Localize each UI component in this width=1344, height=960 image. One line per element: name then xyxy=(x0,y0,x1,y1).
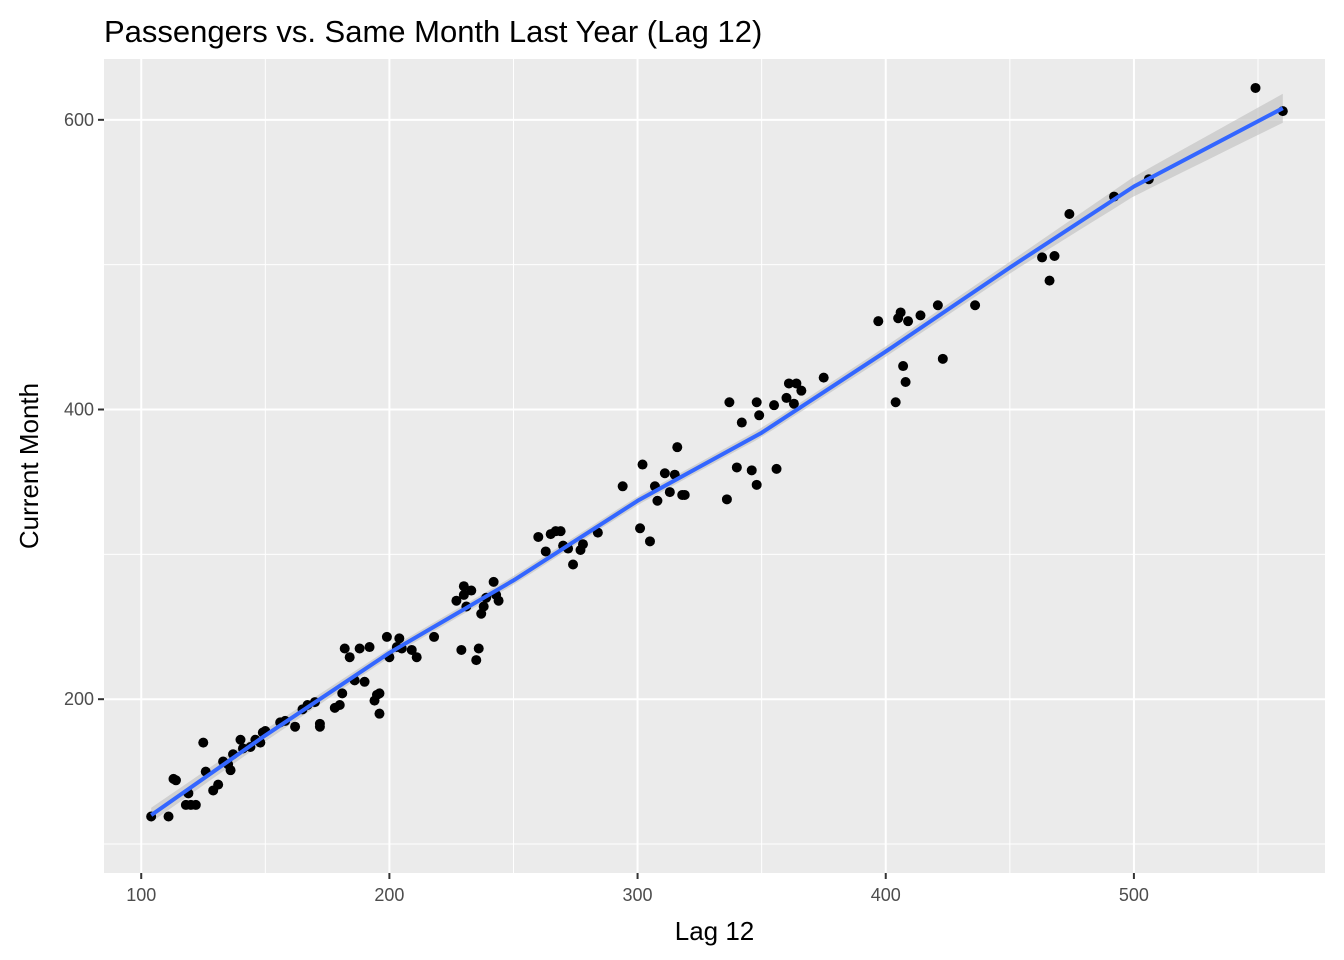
data-point xyxy=(754,410,765,421)
data-point xyxy=(411,652,422,663)
data-point xyxy=(783,378,794,389)
data-point xyxy=(466,585,477,596)
data-point xyxy=(781,392,792,403)
y-tick-label: 600 xyxy=(64,110,94,130)
data-point xyxy=(364,642,375,653)
x-tick-label: 400 xyxy=(871,885,901,905)
data-point xyxy=(478,601,489,612)
x-tick-label: 100 xyxy=(126,885,156,905)
data-point xyxy=(359,676,370,687)
data-point xyxy=(374,708,385,719)
data-point xyxy=(900,376,911,387)
data-point xyxy=(932,300,943,311)
data-point xyxy=(493,595,504,606)
trend-line xyxy=(150,106,1284,817)
data-point xyxy=(915,310,926,321)
data-point xyxy=(290,721,301,732)
data-point xyxy=(1044,275,1055,286)
data-point xyxy=(471,655,482,666)
data-point xyxy=(635,523,646,534)
data-point xyxy=(473,643,484,654)
data-point xyxy=(751,479,762,490)
data-point xyxy=(769,400,780,411)
y-axis-ticks: 200 400 600 xyxy=(64,110,104,709)
data-point xyxy=(721,494,732,505)
data-point xyxy=(337,688,348,699)
data-point xyxy=(163,811,174,822)
data-point xyxy=(890,397,901,408)
data-point xyxy=(903,316,914,327)
data-point xyxy=(771,463,782,474)
data-point xyxy=(394,633,405,644)
x-axis-title: Lag 12 xyxy=(675,916,755,946)
data-point xyxy=(344,652,355,663)
data-point xyxy=(751,397,762,408)
data-point xyxy=(381,631,392,642)
data-point xyxy=(1049,250,1060,261)
data-point xyxy=(190,799,201,810)
data-point xyxy=(374,688,385,699)
data-point xyxy=(679,489,690,500)
data-point xyxy=(672,442,683,453)
data-point xyxy=(644,536,655,547)
data-point xyxy=(456,644,467,655)
data-point xyxy=(198,737,209,748)
data-point xyxy=(970,300,981,311)
data-point xyxy=(577,539,588,550)
data-point xyxy=(533,531,544,542)
data-point xyxy=(637,459,648,470)
data-point xyxy=(451,595,462,606)
data-point xyxy=(339,643,350,654)
data-point xyxy=(213,779,224,790)
data-point xyxy=(895,307,906,318)
major-gridlines xyxy=(104,59,1325,873)
data-point xyxy=(170,775,181,786)
data-point xyxy=(736,417,747,428)
data-point xyxy=(937,353,948,364)
chart-title: Passengers vs. Same Month Last Year (Lag… xyxy=(104,14,762,49)
data-point xyxy=(458,589,469,600)
data-point xyxy=(873,316,884,327)
data-point xyxy=(731,462,742,473)
data-point xyxy=(555,526,566,537)
y-tick-label: 400 xyxy=(64,400,94,420)
data-point xyxy=(225,765,236,776)
data-point xyxy=(334,699,345,710)
data-point xyxy=(652,495,663,506)
data-point xyxy=(458,581,469,592)
data-point xyxy=(235,734,246,745)
minor-gridlines xyxy=(104,59,1325,873)
data-point xyxy=(788,398,799,409)
data-point xyxy=(314,718,325,729)
data-point xyxy=(406,644,417,655)
data-point xyxy=(429,631,440,642)
data-point xyxy=(664,487,675,498)
data-point xyxy=(796,385,807,396)
data-point xyxy=(818,372,829,383)
data-point xyxy=(1037,252,1048,263)
data-point xyxy=(354,643,365,654)
x-tick-label: 200 xyxy=(374,885,404,905)
x-tick-label: 500 xyxy=(1119,885,1149,905)
x-tick-label: 300 xyxy=(623,885,653,905)
data-point xyxy=(1064,208,1075,219)
data-point xyxy=(746,465,757,476)
data-point xyxy=(659,468,670,479)
data-point xyxy=(568,559,579,570)
y-tick-label: 200 xyxy=(64,689,94,709)
data-point xyxy=(724,397,735,408)
data-point xyxy=(617,481,628,492)
y-axis-title: Current Month xyxy=(14,383,44,549)
data-point xyxy=(540,546,551,557)
data-point xyxy=(1250,82,1261,93)
data-point xyxy=(488,576,499,587)
data-point xyxy=(791,378,802,389)
x-axis-ticks: 100 200 300 400 500 xyxy=(126,873,1149,905)
data-point xyxy=(898,361,909,372)
